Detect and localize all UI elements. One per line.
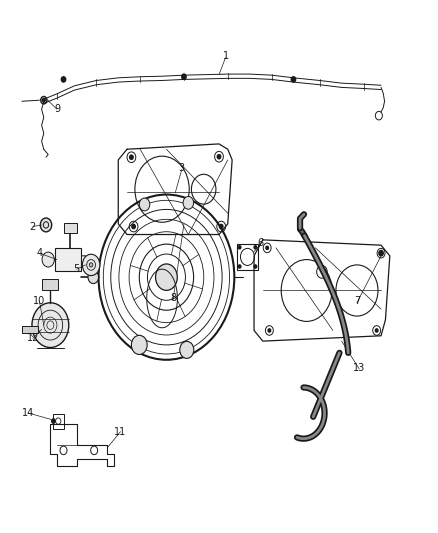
Text: 2: 2	[30, 222, 36, 231]
Text: 1: 1	[223, 51, 229, 61]
Circle shape	[238, 246, 241, 249]
Circle shape	[254, 246, 257, 249]
Circle shape	[268, 329, 271, 332]
Bar	[42, 279, 58, 290]
Circle shape	[380, 252, 382, 255]
Circle shape	[82, 254, 100, 276]
Text: 14: 14	[22, 408, 35, 418]
Circle shape	[61, 77, 66, 82]
Circle shape	[131, 335, 147, 354]
Circle shape	[180, 341, 194, 358]
Circle shape	[217, 155, 221, 159]
Bar	[22, 326, 38, 333]
Text: 13: 13	[353, 363, 365, 373]
Circle shape	[40, 218, 52, 232]
Circle shape	[183, 197, 194, 209]
Circle shape	[139, 198, 150, 211]
Text: 6: 6	[258, 238, 264, 247]
Text: 8: 8	[170, 294, 176, 303]
Circle shape	[254, 265, 257, 268]
Circle shape	[32, 303, 69, 348]
Bar	[55, 248, 81, 271]
Circle shape	[375, 329, 378, 332]
Text: 7: 7	[354, 296, 360, 306]
Bar	[237, 244, 258, 270]
Circle shape	[88, 271, 99, 284]
Text: 3: 3	[179, 163, 185, 173]
Circle shape	[379, 251, 383, 256]
Circle shape	[155, 264, 177, 290]
Text: 10: 10	[33, 296, 46, 306]
Circle shape	[42, 99, 45, 102]
Circle shape	[42, 252, 54, 267]
Circle shape	[130, 155, 133, 159]
Circle shape	[182, 74, 186, 79]
Text: 12: 12	[27, 334, 39, 343]
Circle shape	[52, 419, 55, 423]
Bar	[53, 414, 64, 429]
Bar	[64, 223, 77, 233]
Circle shape	[89, 263, 93, 267]
Text: 5: 5	[74, 264, 80, 274]
Circle shape	[266, 246, 268, 249]
Circle shape	[219, 224, 223, 229]
Text: 11: 11	[114, 427, 127, 437]
Circle shape	[132, 224, 135, 229]
Text: 4: 4	[36, 248, 42, 258]
Circle shape	[41, 96, 47, 104]
Text: 9: 9	[54, 104, 60, 114]
Circle shape	[238, 265, 241, 268]
Circle shape	[291, 77, 296, 82]
